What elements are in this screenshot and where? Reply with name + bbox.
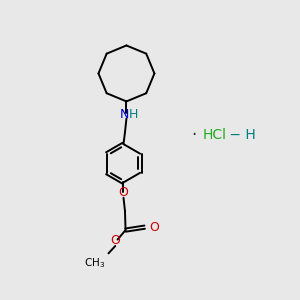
Text: O: O	[110, 235, 120, 248]
Text: H: H	[129, 108, 139, 121]
Text: ·: ·	[191, 126, 196, 144]
Text: O: O	[149, 220, 159, 234]
Text: − H: − H	[225, 128, 256, 142]
Text: CH$_3$: CH$_3$	[84, 256, 106, 270]
Text: HCl: HCl	[203, 128, 227, 142]
Text: N: N	[119, 108, 129, 121]
Text: O: O	[118, 186, 128, 199]
